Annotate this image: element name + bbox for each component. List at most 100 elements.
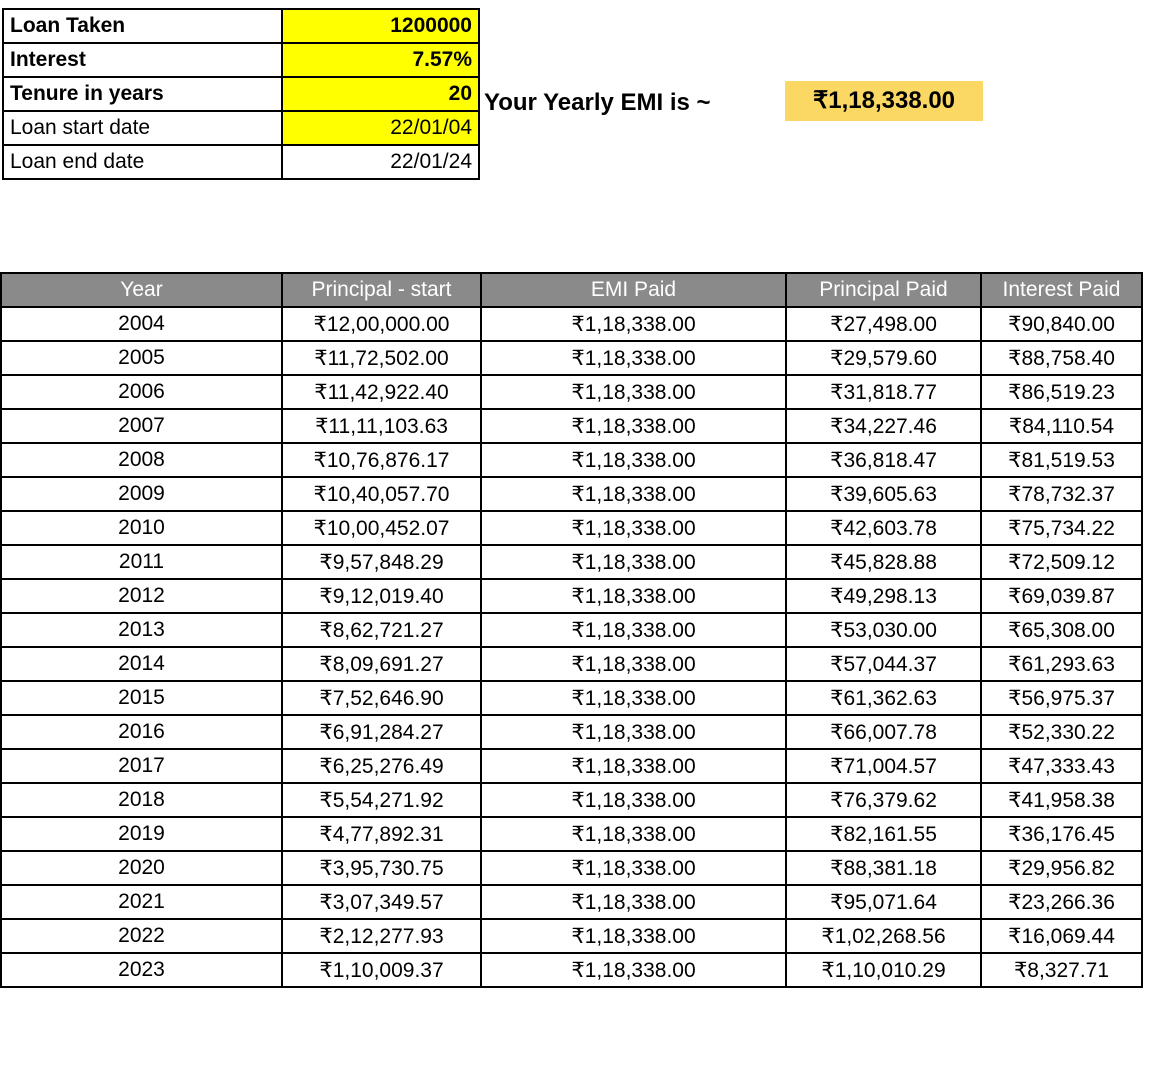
principal-paid-cell[interactable]: ₹1,10,010.29	[785, 952, 982, 988]
emi-paid-cell[interactable]: ₹1,18,338.00	[480, 952, 787, 988]
loan-taken-value[interactable]: 1200000	[281, 8, 480, 44]
principal-paid-cell[interactable]: ₹27,498.00	[785, 306, 982, 342]
year-cell[interactable]: 2015	[0, 680, 283, 716]
emi-paid-cell[interactable]: ₹1,18,338.00	[480, 612, 787, 648]
year-cell[interactable]: 2017	[0, 748, 283, 784]
emi-paid-cell[interactable]: ₹1,18,338.00	[480, 816, 787, 852]
principal-paid-cell[interactable]: ₹34,227.46	[785, 408, 982, 444]
year-cell[interactable]: 2021	[0, 884, 283, 920]
principal-start-cell[interactable]: ₹2,12,277.93	[281, 918, 482, 954]
principal-start-cell[interactable]: ₹3,07,349.57	[281, 884, 482, 920]
principal-start-cell[interactable]: ₹6,91,284.27	[281, 714, 482, 750]
interest-paid-cell[interactable]: ₹8,327.71	[980, 952, 1143, 988]
principal-start-cell[interactable]: ₹5,54,271.92	[281, 782, 482, 818]
principal-start-cell[interactable]: ₹12,00,000.00	[281, 306, 482, 342]
principal-paid-cell[interactable]: ₹31,818.77	[785, 374, 982, 410]
principal-start-cell[interactable]: ₹11,42,922.40	[281, 374, 482, 410]
emi-paid-cell[interactable]: ₹1,18,338.00	[480, 884, 787, 920]
interest-paid-cell[interactable]: ₹88,758.40	[980, 340, 1143, 376]
principal-start-cell[interactable]: ₹11,72,502.00	[281, 340, 482, 376]
year-cell[interactable]: 2014	[0, 646, 283, 682]
principal-start-cell[interactable]: ₹6,25,276.49	[281, 748, 482, 784]
year-cell[interactable]: 2008	[0, 442, 283, 478]
emi-paid-cell[interactable]: ₹1,18,338.00	[480, 748, 787, 784]
emi-paid-cell[interactable]: ₹1,18,338.00	[480, 442, 787, 478]
principal-start-cell[interactable]: ₹1,10,009.37	[281, 952, 482, 988]
interest-paid-cell[interactable]: ₹16,069.44	[980, 918, 1143, 954]
principal-start-cell[interactable]: ₹8,09,691.27	[281, 646, 482, 682]
year-cell[interactable]: 2006	[0, 374, 283, 410]
year-cell[interactable]: 2009	[0, 476, 283, 512]
year-cell[interactable]: 2013	[0, 612, 283, 648]
emi-paid-cell[interactable]: ₹1,18,338.00	[480, 408, 787, 444]
year-cell[interactable]: 2011	[0, 544, 283, 580]
interest-paid-cell[interactable]: ₹36,176.45	[980, 816, 1143, 852]
principal-paid-cell[interactable]: ₹1,02,268.56	[785, 918, 982, 954]
interest-paid-cell[interactable]: ₹72,509.12	[980, 544, 1143, 580]
principal-paid-cell[interactable]: ₹53,030.00	[785, 612, 982, 648]
interest-paid-cell[interactable]: ₹84,110.54	[980, 408, 1143, 444]
year-cell[interactable]: 2012	[0, 578, 283, 614]
emi-paid-cell[interactable]: ₹1,18,338.00	[480, 306, 787, 342]
year-cell[interactable]: 2010	[0, 510, 283, 546]
interest-paid-cell[interactable]: ₹75,734.22	[980, 510, 1143, 546]
principal-paid-cell[interactable]: ₹29,579.60	[785, 340, 982, 376]
principal-start-cell[interactable]: ₹4,77,892.31	[281, 816, 482, 852]
principal-paid-cell[interactable]: ₹71,004.57	[785, 748, 982, 784]
principal-start-cell[interactable]: ₹10,40,057.70	[281, 476, 482, 512]
interest-paid-cell[interactable]: ₹52,330.22	[980, 714, 1143, 750]
interest-paid-cell[interactable]: ₹29,956.82	[980, 850, 1143, 886]
interest-paid-cell[interactable]: ₹47,333.43	[980, 748, 1143, 784]
year-cell[interactable]: 2004	[0, 306, 283, 342]
year-cell[interactable]: 2018	[0, 782, 283, 818]
interest-value[interactable]: 7.57%	[281, 42, 480, 78]
emi-paid-cell[interactable]: ₹1,18,338.00	[480, 918, 787, 954]
principal-start-cell[interactable]: ₹11,11,103.63	[281, 408, 482, 444]
principal-paid-cell[interactable]: ₹95,071.64	[785, 884, 982, 920]
principal-paid-cell[interactable]: ₹36,818.47	[785, 442, 982, 478]
emi-paid-cell[interactable]: ₹1,18,338.00	[480, 680, 787, 716]
emi-paid-cell[interactable]: ₹1,18,338.00	[480, 578, 787, 614]
principal-paid-cell[interactable]: ₹45,828.88	[785, 544, 982, 580]
principal-paid-cell[interactable]: ₹42,603.78	[785, 510, 982, 546]
emi-value[interactable]: ₹1,18,338.00	[785, 81, 983, 121]
principal-paid-cell[interactable]: ₹88,381.18	[785, 850, 982, 886]
principal-start-cell[interactable]: ₹8,62,721.27	[281, 612, 482, 648]
principal-paid-cell[interactable]: ₹76,379.62	[785, 782, 982, 818]
loan-end-date-value[interactable]: 22/01/24	[281, 144, 480, 180]
emi-paid-cell[interactable]: ₹1,18,338.00	[480, 714, 787, 750]
principal-paid-cell[interactable]: ₹61,362.63	[785, 680, 982, 716]
principal-start-cell[interactable]: ₹9,12,019.40	[281, 578, 482, 614]
principal-paid-cell[interactable]: ₹39,605.63	[785, 476, 982, 512]
principal-paid-cell[interactable]: ₹49,298.13	[785, 578, 982, 614]
emi-paid-cell[interactable]: ₹1,18,338.00	[480, 544, 787, 580]
year-cell[interactable]: 2023	[0, 952, 283, 988]
emi-paid-cell[interactable]: ₹1,18,338.00	[480, 782, 787, 818]
principal-start-cell[interactable]: ₹9,57,848.29	[281, 544, 482, 580]
principal-start-cell[interactable]: ₹10,00,452.07	[281, 510, 482, 546]
interest-paid-cell[interactable]: ₹61,293.63	[980, 646, 1143, 682]
interest-paid-cell[interactable]: ₹78,732.37	[980, 476, 1143, 512]
principal-start-cell[interactable]: ₹10,76,876.17	[281, 442, 482, 478]
interest-paid-cell[interactable]: ₹81,519.53	[980, 442, 1143, 478]
emi-paid-cell[interactable]: ₹1,18,338.00	[480, 340, 787, 376]
year-cell[interactable]: 2007	[0, 408, 283, 444]
emi-paid-cell[interactable]: ₹1,18,338.00	[480, 646, 787, 682]
year-cell[interactable]: 2020	[0, 850, 283, 886]
year-cell[interactable]: 2005	[0, 340, 283, 376]
interest-paid-cell[interactable]: ₹86,519.23	[980, 374, 1143, 410]
year-cell[interactable]: 2016	[0, 714, 283, 750]
emi-paid-cell[interactable]: ₹1,18,338.00	[480, 850, 787, 886]
interest-paid-cell[interactable]: ₹56,975.37	[980, 680, 1143, 716]
emi-paid-cell[interactable]: ₹1,18,338.00	[480, 374, 787, 410]
interest-paid-cell[interactable]: ₹41,958.38	[980, 782, 1143, 818]
principal-paid-cell[interactable]: ₹57,044.37	[785, 646, 982, 682]
tenure-value[interactable]: 20	[281, 76, 480, 112]
interest-paid-cell[interactable]: ₹65,308.00	[980, 612, 1143, 648]
interest-paid-cell[interactable]: ₹23,266.36	[980, 884, 1143, 920]
interest-paid-cell[interactable]: ₹69,039.87	[980, 578, 1143, 614]
interest-paid-cell[interactable]: ₹90,840.00	[980, 306, 1143, 342]
emi-paid-cell[interactable]: ₹1,18,338.00	[480, 510, 787, 546]
principal-paid-cell[interactable]: ₹66,007.78	[785, 714, 982, 750]
year-cell[interactable]: 2019	[0, 816, 283, 852]
